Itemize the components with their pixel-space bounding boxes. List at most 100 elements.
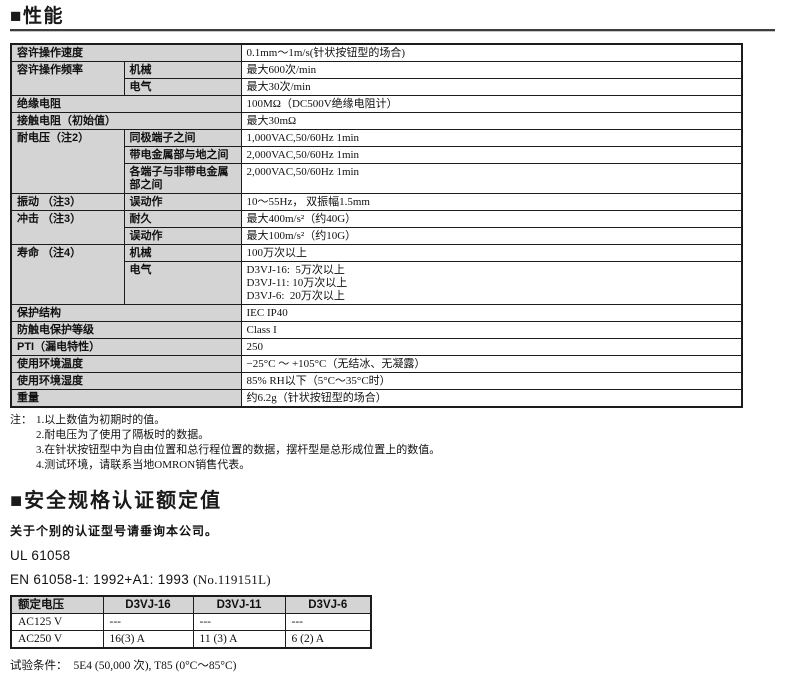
standard-ul-line: UL 61058 xyxy=(10,548,71,563)
standard-en-line: EN 61058-1: 1992+A1: 1993 (No.119151L) xyxy=(10,572,775,588)
table-row: 重量 约6.2g（针状按钮型的场合） xyxy=(10,389,743,408)
spec-label: 寿命 （注4） xyxy=(10,244,125,305)
footnotes: 注： 1.以上数值为初期时的值。 2.耐电压为了使用了隔板时的数据。 3.在针状… xyxy=(10,413,775,473)
table-row: AC125 V --- --- --- xyxy=(10,613,372,631)
performance-spec-table: 容许操作速度 0.1mm～1m/s(针状按钮型的场合) 容许操作频率 机械 最大… xyxy=(10,43,743,408)
spec-label: 重量 xyxy=(10,389,242,408)
spec-sub-label: 电气 xyxy=(123,261,242,305)
spec-sub-label: 耐久 xyxy=(123,210,242,228)
rating-value: 11 (3) A xyxy=(192,630,286,649)
spec-label: 耐电压（注2） xyxy=(10,129,125,194)
spec-value: 最大30次/min xyxy=(240,78,743,96)
voltage-label: AC125 V xyxy=(10,613,104,631)
table-row: 容许操作速度 0.1mm～1m/s(针状按钮型的场合) xyxy=(10,43,743,62)
spec-label: 冲击 （注3） xyxy=(10,210,125,245)
table-row: 保护结构 IEC IP40 xyxy=(10,304,743,322)
spec-label: 绝缘电阻 xyxy=(10,95,242,113)
rated-voltage-header: 额定电压 xyxy=(10,595,104,614)
rating-value: 16(3) A xyxy=(102,630,194,649)
spec-sub-label: 误动作 xyxy=(123,193,242,211)
table-row: 电气 最大30次/min xyxy=(11,78,743,96)
life-electrical-line: D3VJ-6: 20万次以上 xyxy=(246,290,345,302)
table-row: 各端子与非带电金属部之间 2,000VAC,50/60Hz 1min xyxy=(11,163,743,194)
safety-section-title: ■安全规格认证额定值 xyxy=(10,490,775,513)
section-square-marker: ■ xyxy=(10,6,23,27)
spec-sub-label: 机械 xyxy=(123,244,242,262)
footnote-item: 2.耐电压为了使用了隔板时的数据。 xyxy=(36,429,210,441)
rating-value: --- xyxy=(102,613,194,631)
table-header-row: 额定电压 D3VJ-16 D3VJ-11 D3VJ-6 xyxy=(10,595,372,614)
test-conditions-value: 5E4 (50,000 次), T85 (0°C～85°C) xyxy=(73,660,237,672)
spec-value: 2,000VAC,50/60Hz 1min xyxy=(240,163,743,194)
standard-en-cert-number: (No.119151L) xyxy=(193,572,271,587)
spec-label: 使用环境湿度 xyxy=(10,372,242,390)
table-row: 误动作 最大100m/s²（约10G） xyxy=(11,227,743,245)
model-header-d3vj-11: D3VJ-11 xyxy=(192,595,286,614)
table-row: 容许操作频率 机械 最大600次/min xyxy=(10,61,743,96)
rating-value: --- xyxy=(284,613,372,631)
model-header-d3vj-6: D3VJ-6 xyxy=(284,595,372,614)
table-row: 寿命 （注4） 机械 100万次以上 xyxy=(10,244,743,305)
spec-value: Class I xyxy=(240,321,743,339)
title-underline xyxy=(10,29,775,32)
spec-sub-label: 误动作 xyxy=(123,227,242,245)
spec-value: 10～55Hz， 双振幅1.5mm xyxy=(240,193,743,211)
performance-title-text: 性能 xyxy=(22,6,64,27)
spec-value: 约6.2g（针状按钮型的场合） xyxy=(240,389,743,408)
test-conditions: 试验条件： 5E4 (50,000 次), T85 (0°C～85°C) xyxy=(10,657,775,673)
spec-sub-label: 机械 xyxy=(123,61,242,79)
safety-intro-text: 关于个别的认证型号请垂询本公司。 xyxy=(10,524,219,538)
footnotes-list: 1.以上数值为初期时的值。 2.耐电压为了使用了隔板时的数据。 3.在针状按钮型… xyxy=(36,413,440,473)
section-square-marker: ■ xyxy=(10,490,25,512)
footnote-item: 4.测试环境，请联系当地OMRON销售代表。 xyxy=(36,459,251,471)
spec-value: 85% RH以下（5°C～35°C时） xyxy=(240,372,743,390)
life-electrical-line: D3VJ-11: 10万次以上 xyxy=(246,277,348,289)
spec-value: 2,000VAC,50/60Hz 1min xyxy=(240,146,743,164)
table-row: 冲击 （注3） 耐久 最大400m/s²（约40G） xyxy=(10,210,743,245)
table-row: 带电金属部与地之间 2,000VAC,50/60Hz 1min xyxy=(11,146,743,164)
safety-title-text: 安全规格认证额定值 xyxy=(24,490,223,512)
model-header-d3vj-16: D3VJ-16 xyxy=(102,595,194,614)
rating-value: --- xyxy=(192,613,286,631)
spec-value: 最大100m/s²（约10G） xyxy=(240,227,743,245)
spec-label: 容许操作速度 xyxy=(10,43,242,62)
spec-sub-label: 各端子与非带电金属部之间 xyxy=(123,163,242,194)
spec-label: 防触电保护等级 xyxy=(10,321,242,339)
performance-section-title: ■性能 xyxy=(10,5,775,28)
table-row: 防触电保护等级 Class I xyxy=(10,321,743,339)
spec-value: 100MΩ（DC500V绝缘电阻计） xyxy=(240,95,743,113)
spec-value: 250 xyxy=(240,338,743,356)
spec-label: 保护结构 xyxy=(10,304,242,322)
standard-en-text: EN 61058-1: 1992+A1: 1993 xyxy=(10,572,190,587)
spec-label: PTI（漏电特性） xyxy=(10,338,242,356)
table-row: 耐电压（注2） 同极端子之间 1,000VAC,50/60Hz 1min xyxy=(10,129,743,194)
table-row: 振动 （注3） 误动作 10～55Hz， 双振幅1.5mm xyxy=(10,193,743,211)
spec-value: 100万次以上 xyxy=(240,244,743,262)
spec-value: 最大30mΩ xyxy=(240,112,743,130)
footnote-item: 1.以上数值为初期时的值。 xyxy=(36,414,166,426)
rating-value: 6 (2) A xyxy=(284,630,372,649)
table-row: AC250 V 16(3) A 11 (3) A 6 (2) A xyxy=(10,630,372,649)
table-row: 电气 D3VJ-16: 5万次以上 D3VJ-11: 10万次以上 D3VJ-6… xyxy=(11,261,743,305)
spec-value: 最大400m/s²（约40G） xyxy=(240,210,743,228)
footnotes-prefix: 注： xyxy=(10,414,32,426)
table-row: 绝缘电阻 100MΩ（DC500V绝缘电阻计） xyxy=(10,95,743,113)
spec-sub-label: 带电金属部与地之间 xyxy=(123,146,242,164)
spec-label: 振动 （注3） xyxy=(10,193,125,211)
spec-value: IEC IP40 xyxy=(240,304,743,322)
spec-sub-label: 同极端子之间 xyxy=(123,129,242,147)
table-row: 接触电阻（初始值） 最大30mΩ xyxy=(10,112,743,130)
test-conditions-label: 试验条件： xyxy=(10,660,68,672)
voltage-label: AC250 V xyxy=(10,630,104,649)
rated-values-table: 额定电压 D3VJ-16 D3VJ-11 D3VJ-6 AC125 V --- … xyxy=(10,595,372,649)
spec-value: 最大600次/min xyxy=(240,61,743,79)
spec-value: D3VJ-16: 5万次以上 D3VJ-11: 10万次以上 D3VJ-6: 2… xyxy=(240,261,743,305)
table-row: 使用环境湿度 85% RH以下（5°C～35°C时） xyxy=(10,372,743,390)
spec-value: 1,000VAC,50/60Hz 1min xyxy=(240,129,743,147)
table-row: 使用环境温度 −25°C ～ +105°C（无结冰、无凝露） xyxy=(10,355,743,373)
spec-value: −25°C ～ +105°C（无结冰、无凝露） xyxy=(240,355,743,373)
spec-label: 使用环境温度 xyxy=(10,355,242,373)
spec-sub-label: 电气 xyxy=(123,78,242,96)
life-electrical-line: D3VJ-16: 5万次以上 xyxy=(246,264,345,276)
